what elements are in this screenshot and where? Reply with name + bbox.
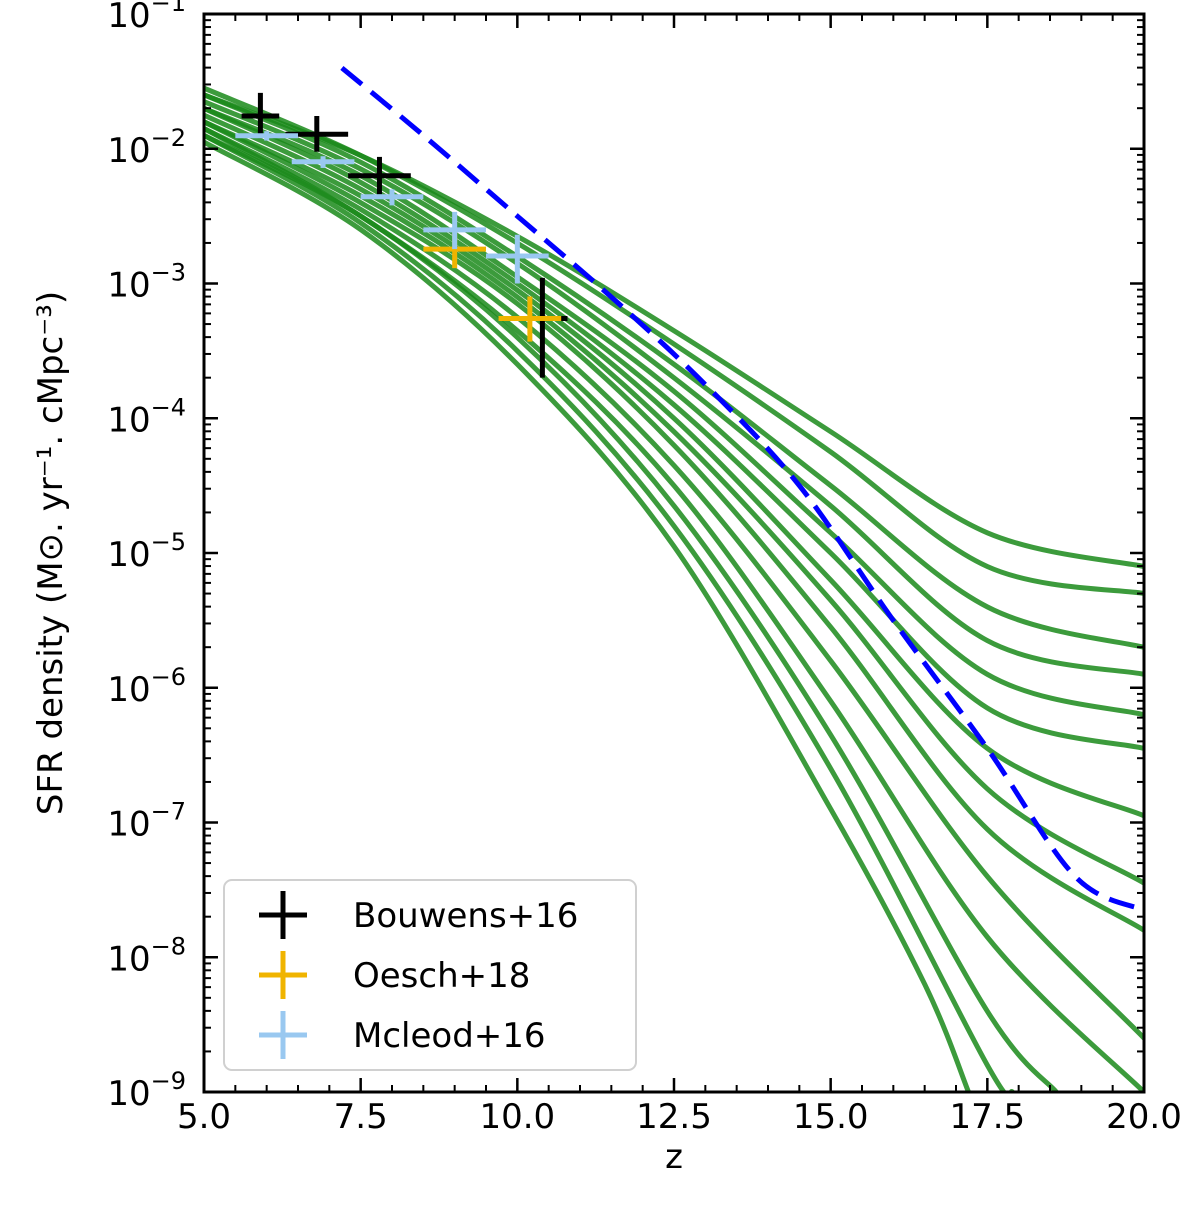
x-tick-label: 15.0 (793, 1097, 869, 1137)
x-tick-label: 7.5 (334, 1097, 388, 1137)
y-tick-label: 10−9 (107, 1067, 186, 1114)
reference-curve (340, 65, 1144, 913)
series-mcleod-16 (235, 131, 549, 284)
reference-dashed-curve (340, 65, 1144, 913)
model-curve-7 (204, 112, 1144, 819)
legend-item: Oesch+18 (259, 951, 530, 999)
legend-item: Mcleod+16 (259, 1011, 546, 1059)
model-curve-6 (204, 105, 1144, 751)
x-axis-label: z (665, 1137, 683, 1177)
y-tick-label: 10−8 (107, 932, 186, 979)
x-tick-label: 20.0 (1106, 1097, 1182, 1137)
legend-item: Bouwens+16 (259, 891, 578, 939)
y-tick-label: 10−2 (107, 124, 186, 171)
x-tick-label: 12.5 (636, 1097, 712, 1137)
legend-label: Bouwens+16 (353, 896, 578, 936)
model-curve-10 (204, 126, 1144, 1041)
legend-box (223, 879, 637, 1071)
model-curve-2 (204, 85, 1144, 596)
model-curve-12 (204, 132, 1059, 1092)
y-tick-label: 10−4 (107, 393, 186, 440)
axis-tick-labels: 5.0 7.5 10.0 12.5 15.0 17.5 20.0 10−1 10−2 10−3 10… (107, 0, 1182, 1137)
observation-points (235, 92, 568, 378)
y-axis-label: SFR density (M⊙. yr⁻¹. cMpc⁻³) (31, 291, 71, 815)
model-curve-3 (204, 92, 1144, 650)
model-curve-9 (204, 119, 1144, 933)
legend: Bouwens+16 Oesch+18 Mcleod+16 (223, 879, 637, 1071)
x-tick-label: 5.0 (177, 1097, 231, 1137)
y-tick-label: 10−5 (107, 528, 186, 575)
plot-frame (202, 12, 1146, 1094)
y-tick-label: 10−6 (107, 663, 186, 710)
x-tick-label: 10.0 (479, 1097, 555, 1137)
y-tick-label: 10−3 (107, 259, 186, 306)
model-curve-14 (204, 139, 971, 1092)
x-tick-label: 17.5 (949, 1097, 1025, 1137)
model-curve-4 (204, 99, 1144, 677)
y-tick-label: 10−1 (107, 0, 186, 36)
model-curve-13 (204, 132, 1015, 1092)
legend-label: Oesch+18 (353, 956, 530, 996)
y-tick-label: 10−7 (107, 798, 186, 845)
legend-label: Mcleod+16 (353, 1016, 546, 1056)
